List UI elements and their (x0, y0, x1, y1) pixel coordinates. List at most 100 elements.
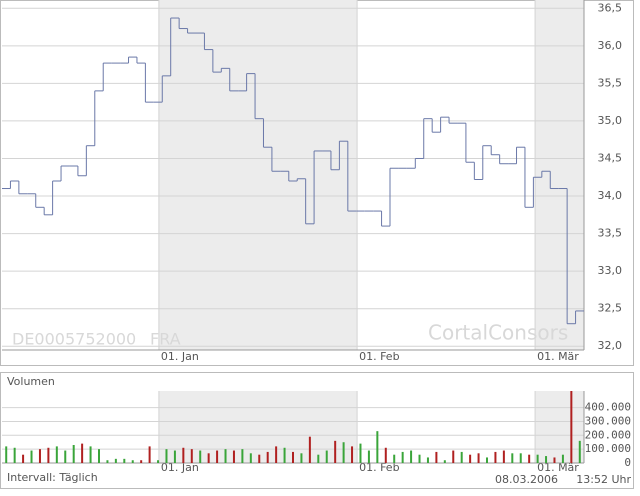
volume-bar (224, 449, 227, 463)
volume-bar (232, 450, 235, 463)
y-tick-label: 36,0 (598, 39, 623, 52)
volume-bar (578, 440, 581, 463)
y-tick-label: 34,0 (598, 189, 623, 202)
volume-bar (81, 443, 84, 463)
volume-bar (258, 454, 261, 463)
volume-bar (410, 450, 413, 463)
volume-bar (317, 454, 320, 463)
x-tick-label: 01. Jan (161, 350, 199, 363)
volume-bar (528, 454, 531, 463)
volume-bar (98, 449, 100, 463)
y-tick-label: 36,5 (598, 1, 623, 14)
volume-bar (55, 446, 58, 463)
volume-bar (561, 454, 564, 463)
y-tick-label: 34,5 (598, 151, 623, 164)
volume-bar (283, 447, 286, 463)
volume-bar (435, 451, 438, 463)
volume-bar (140, 460, 143, 463)
interval-label: Intervall: Täglich (7, 471, 98, 484)
y-tick-label: 100.000 (585, 442, 631, 455)
y-tick-label: 200.000 (585, 428, 631, 441)
x-tick-label: 01. Mär (537, 461, 579, 474)
volume-bar (30, 450, 33, 463)
volume-bar (443, 460, 446, 463)
volume-bar (393, 454, 396, 463)
volume-bar (334, 440, 337, 463)
volume-bar (89, 446, 92, 463)
volume-bar (359, 443, 362, 463)
volume-bar (342, 442, 345, 463)
y-tick-label: 33,5 (598, 227, 623, 240)
volume-bar (519, 453, 522, 463)
volume-bar (47, 447, 50, 463)
volume-bar (351, 446, 354, 463)
volume-bar (469, 454, 472, 463)
volume-bar (13, 447, 16, 463)
volume-bar (367, 450, 370, 463)
volume-bar (292, 451, 294, 463)
volume-bar (325, 450, 328, 463)
volume-bar (460, 451, 463, 463)
volume-bar (266, 451, 269, 463)
x-tick-label: 01. Feb (359, 461, 399, 474)
volume-bar (64, 450, 67, 463)
y-tick-label: 32,0 (598, 339, 623, 352)
volume-bar (123, 458, 126, 463)
volume-bar (536, 454, 539, 463)
time-label: 13:52 Uhr (576, 473, 631, 486)
volume-bar (157, 460, 160, 463)
y-tick-label: 0 (624, 456, 631, 469)
volume-bar (418, 454, 421, 463)
volume-bar (216, 450, 219, 463)
volume-bar (5, 446, 8, 463)
month-shade (158, 0, 358, 350)
x-tick-label: 01. Mär (537, 350, 579, 363)
volume-bar (553, 457, 556, 463)
y-tick-label: 300.000 (585, 414, 631, 427)
volume-bar (502, 450, 505, 463)
watermark: CortalConsors (428, 321, 568, 345)
volume-bar (207, 453, 210, 463)
panel-title: Volumen (7, 375, 55, 388)
volume-bar (300, 453, 303, 463)
volume-bar (190, 449, 193, 463)
volume-bar (131, 460, 134, 463)
volume-bar (570, 391, 573, 463)
volume-bar (376, 431, 379, 463)
volume-bar (275, 446, 278, 463)
volume-bar (22, 454, 25, 463)
volume-bar (173, 450, 176, 463)
volume-bar (148, 446, 151, 463)
volume-bar (511, 453, 514, 463)
x-tick-label: 01. Feb (359, 350, 399, 363)
y-tick-label: 32,5 (598, 302, 623, 315)
month-shade (535, 0, 584, 350)
volume-bar (72, 445, 75, 463)
volume-bar (106, 460, 109, 463)
date-label: 08.03.2006 (495, 473, 558, 486)
volume-bar (199, 450, 202, 463)
watermark: DE0005752000 (12, 330, 136, 349)
volume-bar (477, 453, 480, 463)
volume-bar (165, 449, 168, 463)
watermark: FRA (150, 330, 181, 349)
y-tick-label: 35,5 (598, 76, 623, 89)
y-tick-label: 400.000 (585, 401, 631, 414)
y-tick-label: 33,0 (598, 264, 623, 277)
volume-bar (114, 458, 117, 463)
volume-bar (452, 450, 455, 463)
volume-bar (384, 447, 387, 463)
volume-bar (182, 447, 185, 463)
volume-bar (38, 449, 41, 463)
volume-bar (308, 436, 311, 463)
volume-bar (486, 457, 488, 463)
volume-bar (494, 451, 497, 463)
x-tick-label: 01. Jan (161, 461, 199, 474)
y-tick-label: 35,0 (598, 114, 623, 127)
volume-bar (426, 457, 429, 463)
month-shade (535, 391, 584, 463)
volume-bar (401, 451, 404, 463)
volume-bar (545, 456, 548, 463)
volume-bar (249, 453, 252, 463)
